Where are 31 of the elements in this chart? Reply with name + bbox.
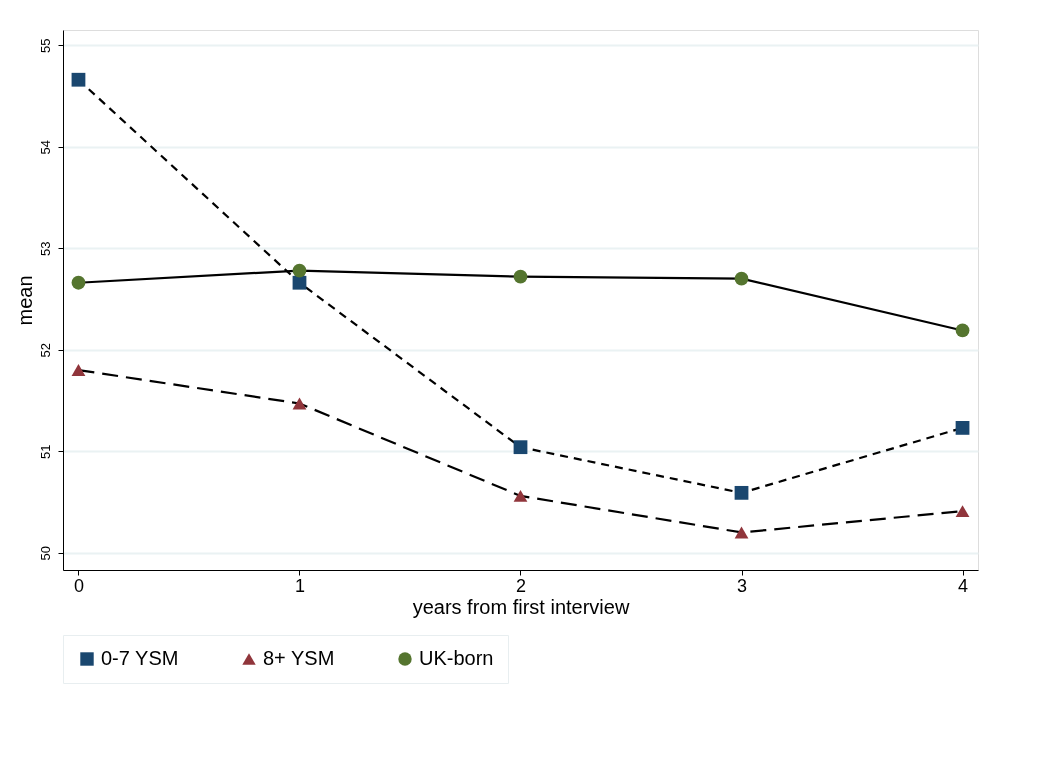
legend-label: 0-7 YSM [101,647,179,669]
x-tick-label: 4 [958,575,969,596]
point [513,489,528,502]
y-tick-label: 54 [37,139,53,155]
point [292,397,307,410]
x-tick-label: 0 [73,575,84,596]
point [734,485,749,500]
legend-label: UK-born [419,647,494,669]
point [71,364,86,377]
x-tick-label: 1 [294,575,305,596]
point [513,440,528,455]
y-tick-label: 55 [37,38,53,53]
point [955,421,970,435]
x-tick-label: 2 [515,575,527,596]
point [955,323,970,338]
y-tick-label: 53 [37,241,53,256]
y-axis-title: mean [13,275,36,326]
y-tick-label: 50 [37,546,53,561]
y-tick-label: 51 [37,444,53,459]
point [292,275,307,290]
point [955,505,970,518]
point [734,271,749,286]
point [734,526,749,539]
point [71,72,86,87]
legend-label: 8+ YSM [263,647,335,669]
point [513,269,528,284]
y-tick-label: 52 [37,343,53,358]
x-axis-title: years from first interview [412,595,630,618]
point [292,263,307,278]
x-tick-label: 3 [737,575,748,596]
point [71,275,86,290]
